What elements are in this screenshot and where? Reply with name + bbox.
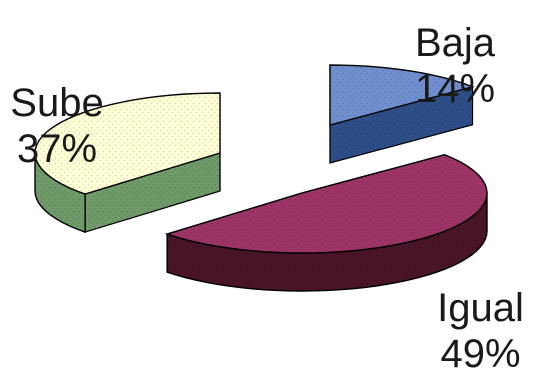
label-sube-name: Sube <box>10 81 104 125</box>
slice-igual-side-texture <box>167 193 487 291</box>
label-baja: Baja 14% <box>395 20 515 112</box>
label-sube-pct: 37% <box>16 127 98 171</box>
slice-baja-texture <box>330 65 473 125</box>
slice-sube-side-texture <box>35 153 86 233</box>
label-sube: Sube 37% <box>2 80 112 172</box>
slice-sube-cut-texture <box>85 153 220 233</box>
label-baja-name: Baja <box>414 21 496 65</box>
label-igual: Igual 49% <box>420 285 541 377</box>
slice-igual-texture <box>167 154 487 253</box>
label-igual-name: Igual <box>437 286 524 330</box>
label-igual-pct: 49% <box>440 332 521 376</box>
slice-baja-cut-texture <box>330 86 473 163</box>
label-baja-pct: 14% <box>414 67 496 111</box>
slice-sube-texture <box>35 93 220 195</box>
